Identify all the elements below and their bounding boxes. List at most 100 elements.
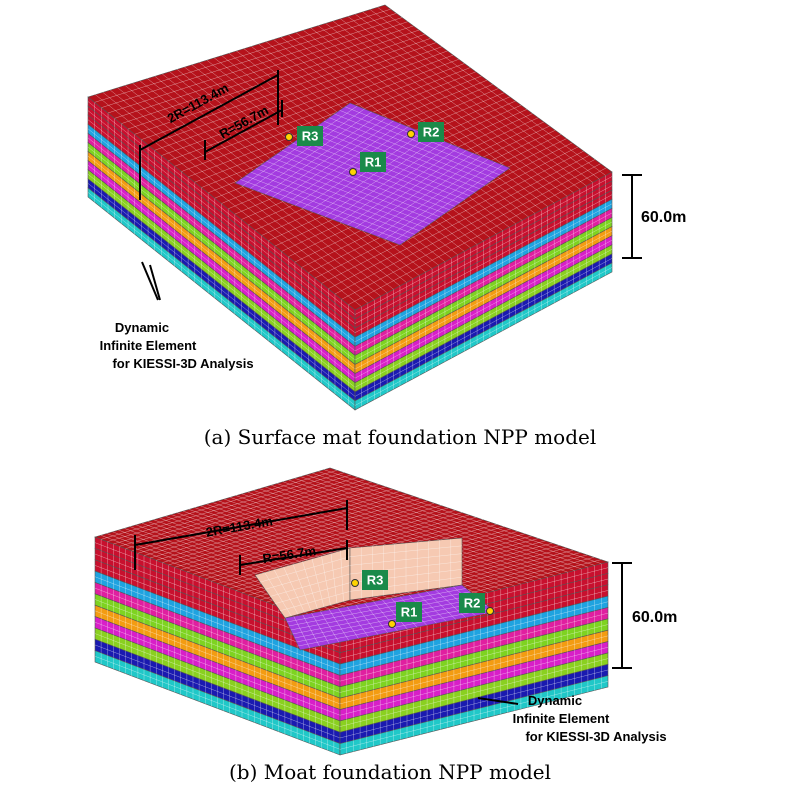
mesh-line xyxy=(392,164,503,243)
mesh-line xyxy=(339,144,452,223)
note: for KIESSI-3D Analysis xyxy=(525,729,666,744)
mesh-a xyxy=(87,4,613,411)
mesh-line xyxy=(205,510,456,580)
mesh-line xyxy=(101,470,338,540)
mesh-line xyxy=(186,503,435,573)
mesh-line xyxy=(264,114,380,195)
mesh-line xyxy=(339,658,609,727)
mesh-line xyxy=(324,138,438,218)
mesh-line xyxy=(349,553,463,566)
mesh-line xyxy=(180,500,428,570)
mesh-line xyxy=(354,230,613,370)
mesh-line xyxy=(87,110,356,324)
mesh-line xyxy=(94,576,341,671)
mesh-line xyxy=(94,610,341,705)
mesh-line xyxy=(298,608,491,647)
mesh-line xyxy=(328,155,590,289)
mesh-line xyxy=(87,101,356,315)
mesh-line xyxy=(286,588,467,623)
mesh-line xyxy=(87,128,356,343)
mesh-line xyxy=(287,123,402,203)
mesh-line xyxy=(94,633,341,727)
mesh-line xyxy=(292,598,479,635)
mesh-line xyxy=(137,484,379,554)
mesh-line xyxy=(107,472,344,542)
mesh-line xyxy=(354,258,613,397)
point-r2: R2 xyxy=(459,593,494,615)
mesh-line xyxy=(113,474,351,545)
mesh-line xyxy=(279,591,351,612)
note: Infinite Element xyxy=(100,338,197,353)
mesh-line xyxy=(369,155,482,234)
mesh-line xyxy=(354,212,613,352)
mesh-line xyxy=(339,681,609,750)
point-r3: R3 xyxy=(285,126,323,146)
mesh-line xyxy=(274,582,351,604)
mesh-line xyxy=(101,13,397,108)
caption: (b) Moat foundation NPP model xyxy=(229,760,551,784)
mesh-line xyxy=(87,164,356,379)
point-r2: R2 xyxy=(407,122,444,142)
mesh-line xyxy=(87,183,356,397)
mesh-line xyxy=(257,111,372,192)
mesh-line xyxy=(302,129,416,209)
depth-label: 60.0m xyxy=(641,209,686,226)
mesh-line xyxy=(288,591,471,627)
mesh-line xyxy=(339,635,609,705)
mesh-line xyxy=(87,119,356,333)
mesh-line xyxy=(341,163,601,300)
mesh-line xyxy=(384,161,496,240)
mesh-line xyxy=(272,117,387,198)
mesh-line xyxy=(134,33,425,135)
mesh-line xyxy=(125,479,365,549)
mesh-line xyxy=(339,646,609,716)
mesh-line xyxy=(174,59,459,167)
caption: (a) Surface mat foundation NPP model xyxy=(204,425,597,449)
mesh-line xyxy=(294,126,409,206)
mesh-line xyxy=(332,141,445,220)
point-label: R2 xyxy=(423,124,440,139)
mesh-line xyxy=(94,587,341,682)
mesh-line xyxy=(249,108,365,189)
mesh-line xyxy=(127,29,420,130)
mesh-line xyxy=(279,120,394,201)
mesh-line xyxy=(192,505,442,575)
mesh-line xyxy=(121,25,414,124)
mesh-line xyxy=(119,477,358,547)
mesh-line xyxy=(168,54,454,162)
mesh-line xyxy=(321,150,584,284)
point-r1: R1 xyxy=(388,602,422,628)
mesh-line xyxy=(114,21,408,119)
mesh-line xyxy=(87,146,356,361)
mesh-line xyxy=(162,493,407,563)
mesh-line xyxy=(87,174,356,388)
mesh-line xyxy=(290,594,475,631)
mesh-line xyxy=(349,545,463,557)
mesh-line xyxy=(354,176,613,315)
mesh-line xyxy=(150,488,393,559)
point-label: R3 xyxy=(302,128,319,143)
mesh-line xyxy=(87,137,356,352)
mesh-line xyxy=(181,63,465,172)
note: Infinite Element xyxy=(513,711,610,726)
point-r1: R1 xyxy=(349,152,386,176)
note: Dynamic xyxy=(528,693,582,708)
note: for KIESSI-3D Analysis xyxy=(112,356,253,371)
mesh-line xyxy=(259,556,351,583)
mesh-line xyxy=(94,599,341,693)
mesh-line xyxy=(354,239,613,379)
note: Dynamic xyxy=(115,320,169,335)
point-r3: R3 xyxy=(351,570,388,590)
mesh-line xyxy=(348,167,607,305)
mesh-line xyxy=(339,624,609,693)
depth-label: 60.0m xyxy=(632,609,677,626)
mesh-line xyxy=(354,221,613,361)
mesh-line xyxy=(94,8,391,103)
mesh-line xyxy=(354,150,467,229)
mesh-line xyxy=(174,498,421,568)
mesh-line xyxy=(377,158,489,237)
mesh-line xyxy=(354,203,613,343)
mesh-line xyxy=(87,155,356,370)
mesh-line xyxy=(143,486,386,556)
